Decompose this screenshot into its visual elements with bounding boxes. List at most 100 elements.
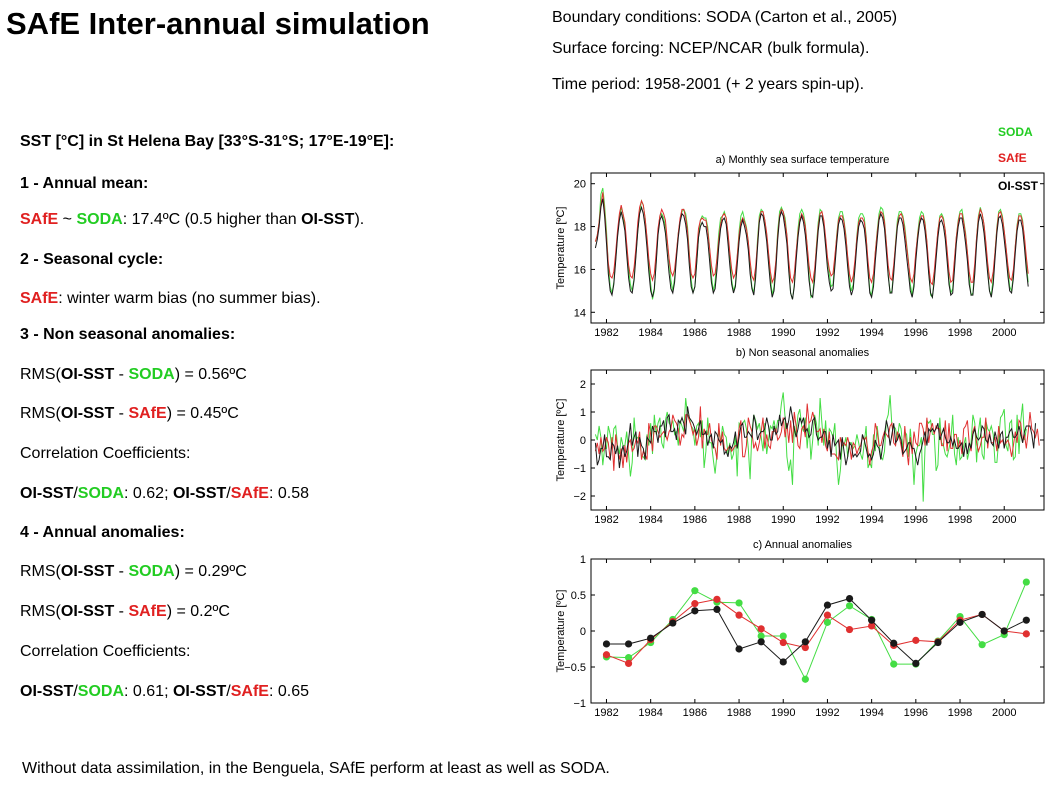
y-tick-label: 0 [580,435,586,447]
x-tick-label: 1996 [904,514,928,526]
data-point-soda [890,660,898,668]
series-line-oi-sst [594,198,1029,300]
correlation-heading: Correlation Coefficients: [20,445,191,462]
data-point-oi-sst [647,634,655,642]
y-tick-label: 0.5 [571,590,586,602]
x-tick-label: 1990 [771,514,795,526]
data-point-safe [735,611,743,619]
y-tick-label: −1 [573,463,586,475]
data-point-oi-sst [912,659,920,668]
y-tick-label: 16 [574,264,586,276]
section-non-seasonal: 3 - Non seasonal anomalies: [20,326,236,343]
text-fragment: / [73,683,78,700]
soda-label: SODA [77,683,125,700]
x-tick-label: 2000 [992,327,1016,339]
annual-mean-line: SAfE ~ SODA: 17.4ºC (0.5 higher than OI-… [20,211,364,229]
info-boundary-conditions: Boundary conditions: SODA (Carton et al.… [552,9,898,26]
x-tick-label: 2000 [992,707,1016,719]
x-tick-label: 1994 [859,514,883,526]
data-point-soda [823,618,832,626]
data-point-safe [868,622,876,630]
x-tick-label: 1994 [859,707,883,719]
data-point-safe [912,636,920,644]
x-tick-label: 1998 [948,707,972,719]
legend-soda: SODA [998,125,1033,139]
x-tick-label: 1992 [815,707,839,719]
data-point-safe [845,625,854,634]
x-tick-label: 1990 [771,707,795,719]
text-fragment: ) = 0.56ºC [174,366,247,383]
data-point-soda [845,602,854,610]
text-fragment: : winter warm bias (no summer bias). [58,290,321,307]
x-tick-label: 1992 [815,514,839,526]
info-time-period: Time period: 1958-2001 (+ 2 years spin-u… [552,76,865,93]
x-tick-label: 1994 [859,327,883,339]
series-line-soda [594,187,1029,300]
oisst-label: OI-SST [60,603,115,620]
text-fragment: / [226,485,231,502]
x-tick-label: 1986 [683,514,707,526]
text-fragment: - [114,366,129,383]
correlation-annual-line: OI-SST/SODA: 0.61; OI-SST/SAfE: 0.65 [20,683,309,701]
x-tick-label: 1988 [727,514,751,526]
footer-conclusion: Without data assimilation, in the Bengue… [22,760,610,777]
y-tick-label: 18 [574,222,586,234]
section-annual-mean: 1 - Annual mean: [20,175,149,192]
y-tick-label: 1 [580,554,586,566]
section-annual-anomalies: 4 - Annual anomalies: [20,524,185,541]
data-point-soda [779,632,787,640]
data-point-oi-sst [868,616,876,624]
text-fragment: / [226,683,231,700]
x-tick-label: 1992 [815,327,839,339]
data-point-soda [735,599,743,607]
data-point-safe [757,625,765,633]
text-fragment: : 0.58 [268,485,310,502]
soda-label: SODA [76,211,123,228]
safe-label: SAfE [230,683,269,700]
x-tick-label: 1996 [904,327,928,339]
text-fragment: / [73,485,78,502]
x-tick-label: 1986 [683,707,707,719]
text-fragment: : 0.62; [124,485,173,502]
text-fragment: ) = 0.45ºC [166,405,239,422]
safe-label: SAfE [20,290,59,307]
data-point-oi-sst [713,605,721,614]
text-fragment: : 0.61; [124,683,173,700]
correlation-heading-annual: Correlation Coefficients: [20,643,191,660]
oisst-label: OI-SST [172,485,227,502]
text-fragment: RMS( [20,603,61,620]
text-fragment: RMS( [20,366,61,383]
y-tick-label: −2 [573,491,586,503]
seasonal-cycle-line: SAfE: winter warm bias (no summer bias). [20,290,321,308]
x-tick-label: 1982 [594,707,618,719]
plot-frame [590,558,1045,704]
correlation-line: OI-SST/SODA: 0.62; OI-SST/SAfE: 0.58 [20,485,309,503]
y-axis-label: Temperature [ºC] [555,590,567,673]
text-fragment: ~ [58,211,77,228]
oisst-label: OI-SST [60,405,115,422]
text-fragment: ). [354,211,365,228]
text-fragment: : 0.65 [268,683,310,700]
data-point-oi-sst [602,640,611,648]
data-point-soda [1022,578,1030,586]
soda-label: SODA [77,485,125,502]
data-point-oi-sst [669,619,677,627]
chart-title: a) Monthly sea surface temperature [716,154,890,166]
data-point-soda [801,675,809,683]
x-tick-label: 2000 [992,514,1016,526]
chart-title: c) Annual anomalies [753,539,853,551]
chart-panel-2: −1 −0.5 0 0.5 1 1982 1984 1986 1988 1990 1992 1994 1… [555,539,1045,719]
x-tick-label: 1988 [727,327,751,339]
y-tick-label: 14 [574,307,586,319]
data-point-oi-sst [1022,616,1030,624]
data-point-safe [624,659,633,668]
text-fragment: ) = 0.2ºC [166,603,230,620]
data-point-oi-sst [801,638,809,646]
soda-label: SODA [128,563,175,580]
chart-panel-0: 14 16 18 20 1982 1984 1986 1988 1990 1992 1994 1996… [555,154,1045,339]
x-tick-label: 1986 [683,327,707,339]
text-fragment: RMS( [20,563,61,580]
series-line-safe [594,192,1029,286]
data-point-safe [823,611,832,619]
